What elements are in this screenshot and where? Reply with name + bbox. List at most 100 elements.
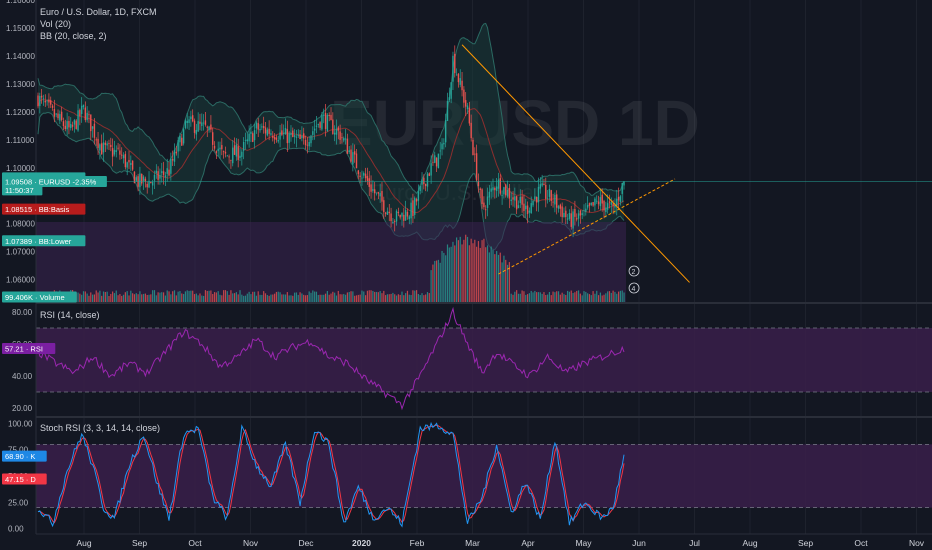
candle-body xyxy=(71,124,74,127)
volume-bar xyxy=(619,290,621,302)
candle-body xyxy=(377,192,380,194)
volume-bar xyxy=(496,251,498,302)
candle-body xyxy=(381,191,383,202)
candle-body xyxy=(348,150,350,153)
volume-bar xyxy=(536,292,538,302)
price-tag-text: 11:50:37 xyxy=(5,186,34,195)
candle-body xyxy=(361,177,363,179)
candle-body xyxy=(97,138,99,148)
price-tick-label: 1.07000 xyxy=(6,248,35,257)
volume-bar xyxy=(450,246,452,302)
volume-bar xyxy=(594,293,596,302)
candle-body xyxy=(284,128,287,135)
volume-bar xyxy=(472,243,474,302)
candle-body xyxy=(430,163,432,176)
volume-bar xyxy=(152,290,154,302)
volume-bar xyxy=(292,295,294,302)
candle-body xyxy=(408,216,410,220)
volume-bar xyxy=(585,291,587,302)
candle-body xyxy=(586,205,589,208)
volume-bar xyxy=(377,292,379,302)
time-tick-label: Oct xyxy=(854,538,868,548)
candle-body xyxy=(515,196,518,210)
volume-bar xyxy=(190,290,192,302)
event-marker-label: 4 xyxy=(632,286,636,293)
candle-body xyxy=(255,122,258,129)
candle-body xyxy=(461,80,463,91)
candle-body xyxy=(70,124,72,129)
volume-bar xyxy=(368,290,370,302)
candle-body xyxy=(486,196,489,208)
volume-bar xyxy=(201,295,203,302)
volume-bar xyxy=(97,292,99,302)
candle-body xyxy=(264,127,267,134)
volume-bar xyxy=(253,291,256,302)
stoch-d-tag: 47.15 · D xyxy=(2,473,47,485)
candle-body xyxy=(556,194,558,208)
candle-body xyxy=(352,152,354,165)
volume-bar xyxy=(577,290,580,302)
candle-body xyxy=(42,98,45,100)
candle-body xyxy=(119,150,121,155)
volume-bar xyxy=(175,295,177,302)
candle-body xyxy=(268,128,270,134)
candle-body xyxy=(479,188,481,190)
volume-bar xyxy=(352,291,354,302)
candle-body xyxy=(106,143,108,146)
candle-body xyxy=(466,105,469,110)
volume-bar xyxy=(408,294,410,302)
volume-bar xyxy=(403,295,405,302)
candle-body xyxy=(217,148,219,152)
volume-bar xyxy=(226,291,228,302)
candle-body xyxy=(192,115,194,122)
candle-body xyxy=(68,121,70,128)
volume-bar xyxy=(283,294,285,302)
volume-bar xyxy=(525,294,527,302)
volume-bar xyxy=(321,294,323,302)
candle-body xyxy=(546,197,549,199)
rsi-tick-label: 20.00 xyxy=(12,404,33,413)
volume-bar xyxy=(370,290,372,302)
candle-body xyxy=(465,100,467,107)
candle-body xyxy=(399,214,401,218)
candle-body xyxy=(53,109,56,117)
candle-body xyxy=(319,122,321,128)
volume-bar xyxy=(197,295,199,302)
candle-body xyxy=(488,191,491,198)
candle-body xyxy=(468,107,471,124)
stoch-band xyxy=(36,444,932,508)
volume-bar xyxy=(326,291,328,302)
watermark-symbol: EURUSD 1D xyxy=(330,87,700,159)
volume-bar xyxy=(104,292,106,302)
candle-body xyxy=(355,153,358,169)
volume-bar xyxy=(354,295,356,302)
volume-bar xyxy=(608,291,611,302)
time-tick-label: Nov xyxy=(909,538,925,548)
volume-bar xyxy=(281,294,283,302)
volume-bar xyxy=(588,294,591,302)
candle-body xyxy=(215,151,218,153)
candle-body xyxy=(590,202,592,205)
candle-body xyxy=(184,120,187,129)
candle-body xyxy=(532,200,534,206)
candle-body xyxy=(616,198,618,206)
volume-bar xyxy=(423,295,425,302)
volume-bar xyxy=(605,293,607,302)
candle-body xyxy=(401,212,403,217)
candle-body xyxy=(175,151,178,154)
price-tick-label: 1.08000 xyxy=(6,220,35,229)
candle-body xyxy=(242,141,245,151)
candle-body xyxy=(219,147,221,150)
candle-body xyxy=(559,204,562,209)
candle-body xyxy=(335,128,338,135)
volume-bar xyxy=(112,291,114,302)
rsi-line xyxy=(37,306,625,411)
candle-body xyxy=(195,130,198,135)
price-tick-label: 1.10000 xyxy=(6,164,35,173)
volume-bar xyxy=(512,294,514,302)
volume-bar xyxy=(590,295,592,302)
candle-body xyxy=(494,187,496,191)
rsi-indicator-label: RSI (14, close) xyxy=(40,310,100,320)
volume-zone xyxy=(36,222,627,302)
